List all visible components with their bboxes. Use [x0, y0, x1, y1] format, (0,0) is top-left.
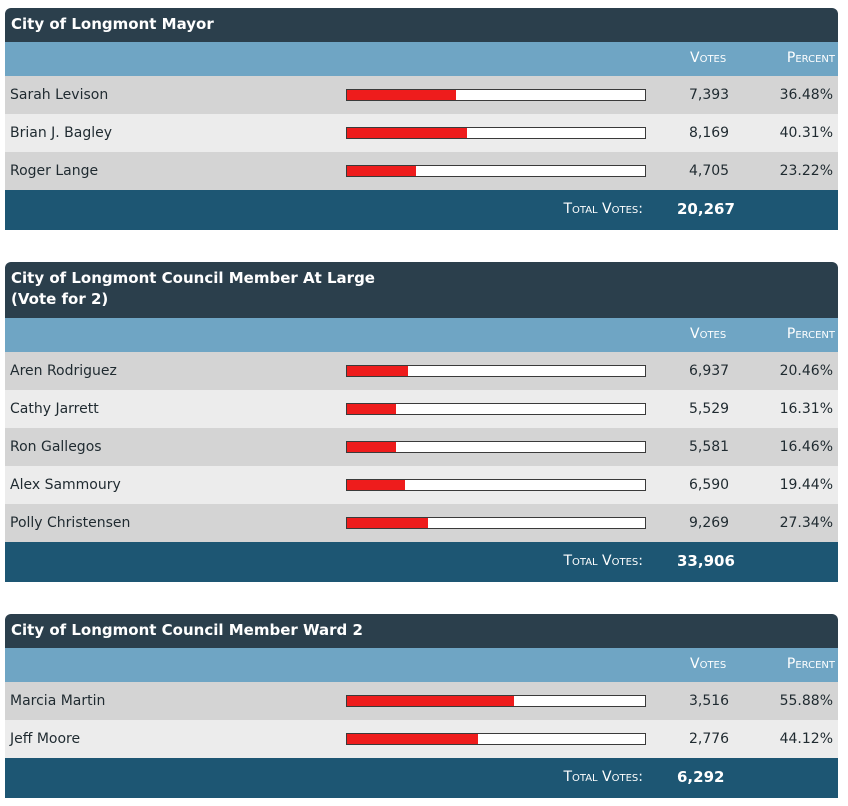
percent-header: Percent	[786, 50, 835, 66]
candidate-name: Roger Lange	[10, 163, 99, 179]
candidate-votes: 5,529	[689, 401, 730, 417]
candidate-votes: 2,776	[689, 731, 730, 747]
candidate-votes: 8,169	[689, 125, 730, 141]
candidate-percent: 36.48%	[779, 87, 833, 103]
candidate-votes: 4,705	[689, 163, 730, 179]
vote-share-bar	[346, 127, 646, 139]
vote-share-bar	[346, 365, 646, 377]
race-title-line: City of Longmont Council Member Ward 2	[11, 621, 363, 639]
candidate-percent: 40.31%	[779, 125, 833, 141]
candidate-name: Brian J. Bagley	[10, 125, 113, 141]
vote-share-fill	[347, 696, 514, 706]
candidate-row: Jeff Moore 2,776 44.12%	[5, 720, 838, 758]
candidate-votes: 6,937	[689, 363, 730, 379]
total-votes-row: Total Votes: 20,267	[5, 190, 838, 230]
candidate-name: Marcia Martin	[10, 693, 106, 709]
vote-share-bar	[346, 403, 646, 415]
vote-share-fill	[347, 442, 397, 452]
total-votes-label: Total Votes:	[563, 201, 643, 217]
percent-header: Percent	[786, 326, 835, 342]
candidate-percent: 23.22%	[779, 163, 833, 179]
vote-share-bar	[346, 517, 646, 529]
candidate-row: Alex Sammoury 6,590 19.44%	[5, 466, 838, 504]
candidate-percent: 19.44%	[779, 477, 833, 493]
candidate-name: Cathy Jarrett	[10, 401, 99, 417]
votes-header: Votes	[690, 50, 727, 66]
race-title-line: City of Longmont Mayor	[11, 15, 214, 33]
votes-header: Votes	[690, 656, 727, 672]
candidate-percent: 16.46%	[779, 439, 833, 455]
race-title-line: City of Longmont Council Member At Large	[11, 269, 375, 287]
total-votes-row: Total Votes: 33,906	[5, 542, 838, 582]
candidate-row: Sarah Levison 7,393 36.48%	[5, 76, 838, 114]
candidate-row: Ron Gallegos 5,581 16.46%	[5, 428, 838, 466]
total-votes-label: Total Votes:	[563, 769, 643, 785]
vote-share-fill	[347, 518, 429, 528]
candidate-votes: 6,590	[689, 477, 730, 493]
race-title: City of Longmont Council Member At Large…	[5, 262, 838, 318]
candidate-votes: 9,269	[689, 515, 730, 531]
vote-share-bar	[346, 695, 646, 707]
total-votes-value: 20,267	[677, 200, 735, 218]
candidate-votes: 5,581	[689, 439, 730, 455]
vote-share-bar	[346, 479, 646, 491]
vote-share-bar	[346, 165, 646, 177]
column-header: Votes Percent	[5, 42, 838, 76]
candidate-votes: 7,393	[689, 87, 730, 103]
candidate-percent: 20.46%	[779, 363, 833, 379]
race-mayor: City of Longmont Mayor Votes Percent Sar…	[5, 8, 838, 230]
candidate-row: Aren Rodriguez 6,937 20.46%	[5, 352, 838, 390]
vote-share-fill	[347, 166, 417, 176]
total-votes-value: 33,906	[677, 552, 735, 570]
candidate-percent: 44.12%	[779, 731, 833, 747]
total-votes-row: Total Votes: 6,292	[5, 758, 838, 798]
vote-share-fill	[347, 128, 468, 138]
candidate-row: Polly Christensen 9,269 27.34%	[5, 504, 838, 542]
candidate-name: Ron Gallegos	[10, 439, 102, 455]
vote-share-fill	[347, 366, 408, 376]
total-votes-label: Total Votes:	[563, 553, 643, 569]
race-title: City of Longmont Mayor	[5, 8, 838, 42]
candidate-row: Roger Lange 4,705 23.22%	[5, 152, 838, 190]
vote-share-fill	[347, 734, 479, 744]
vote-share-bar	[346, 89, 646, 101]
total-votes-value: 6,292	[677, 768, 725, 786]
vote-share-bar	[346, 733, 646, 745]
column-header: Votes Percent	[5, 648, 838, 682]
candidate-row: Brian J. Bagley 8,169 40.31%	[5, 114, 838, 152]
race-council-at-large: City of Longmont Council Member At Large…	[5, 262, 838, 582]
column-header: Votes Percent	[5, 318, 838, 352]
candidate-row: Cathy Jarrett 5,529 16.31%	[5, 390, 838, 428]
vote-share-fill	[347, 480, 405, 490]
candidate-percent: 27.34%	[779, 515, 833, 531]
candidate-name: Aren Rodriguez	[10, 363, 117, 379]
candidate-votes: 3,516	[689, 693, 730, 709]
vote-share-fill	[347, 90, 456, 100]
percent-header: Percent	[786, 656, 835, 672]
votes-header: Votes	[690, 326, 727, 342]
candidate-name: Jeff Moore	[10, 731, 81, 747]
candidate-name: Alex Sammoury	[10, 477, 121, 493]
candidate-name: Sarah Levison	[10, 87, 109, 103]
race-title: City of Longmont Council Member Ward 2	[5, 614, 838, 648]
race-title-subline: (Vote for 2)	[11, 290, 109, 308]
race-council-ward-2: City of Longmont Council Member Ward 2 V…	[5, 614, 838, 798]
candidate-row: Marcia Martin 3,516 55.88%	[5, 682, 838, 720]
vote-share-bar	[346, 441, 646, 453]
candidate-name: Polly Christensen	[10, 515, 131, 531]
candidate-percent: 55.88%	[779, 693, 833, 709]
vote-share-fill	[347, 404, 396, 414]
candidate-percent: 16.31%	[779, 401, 833, 417]
